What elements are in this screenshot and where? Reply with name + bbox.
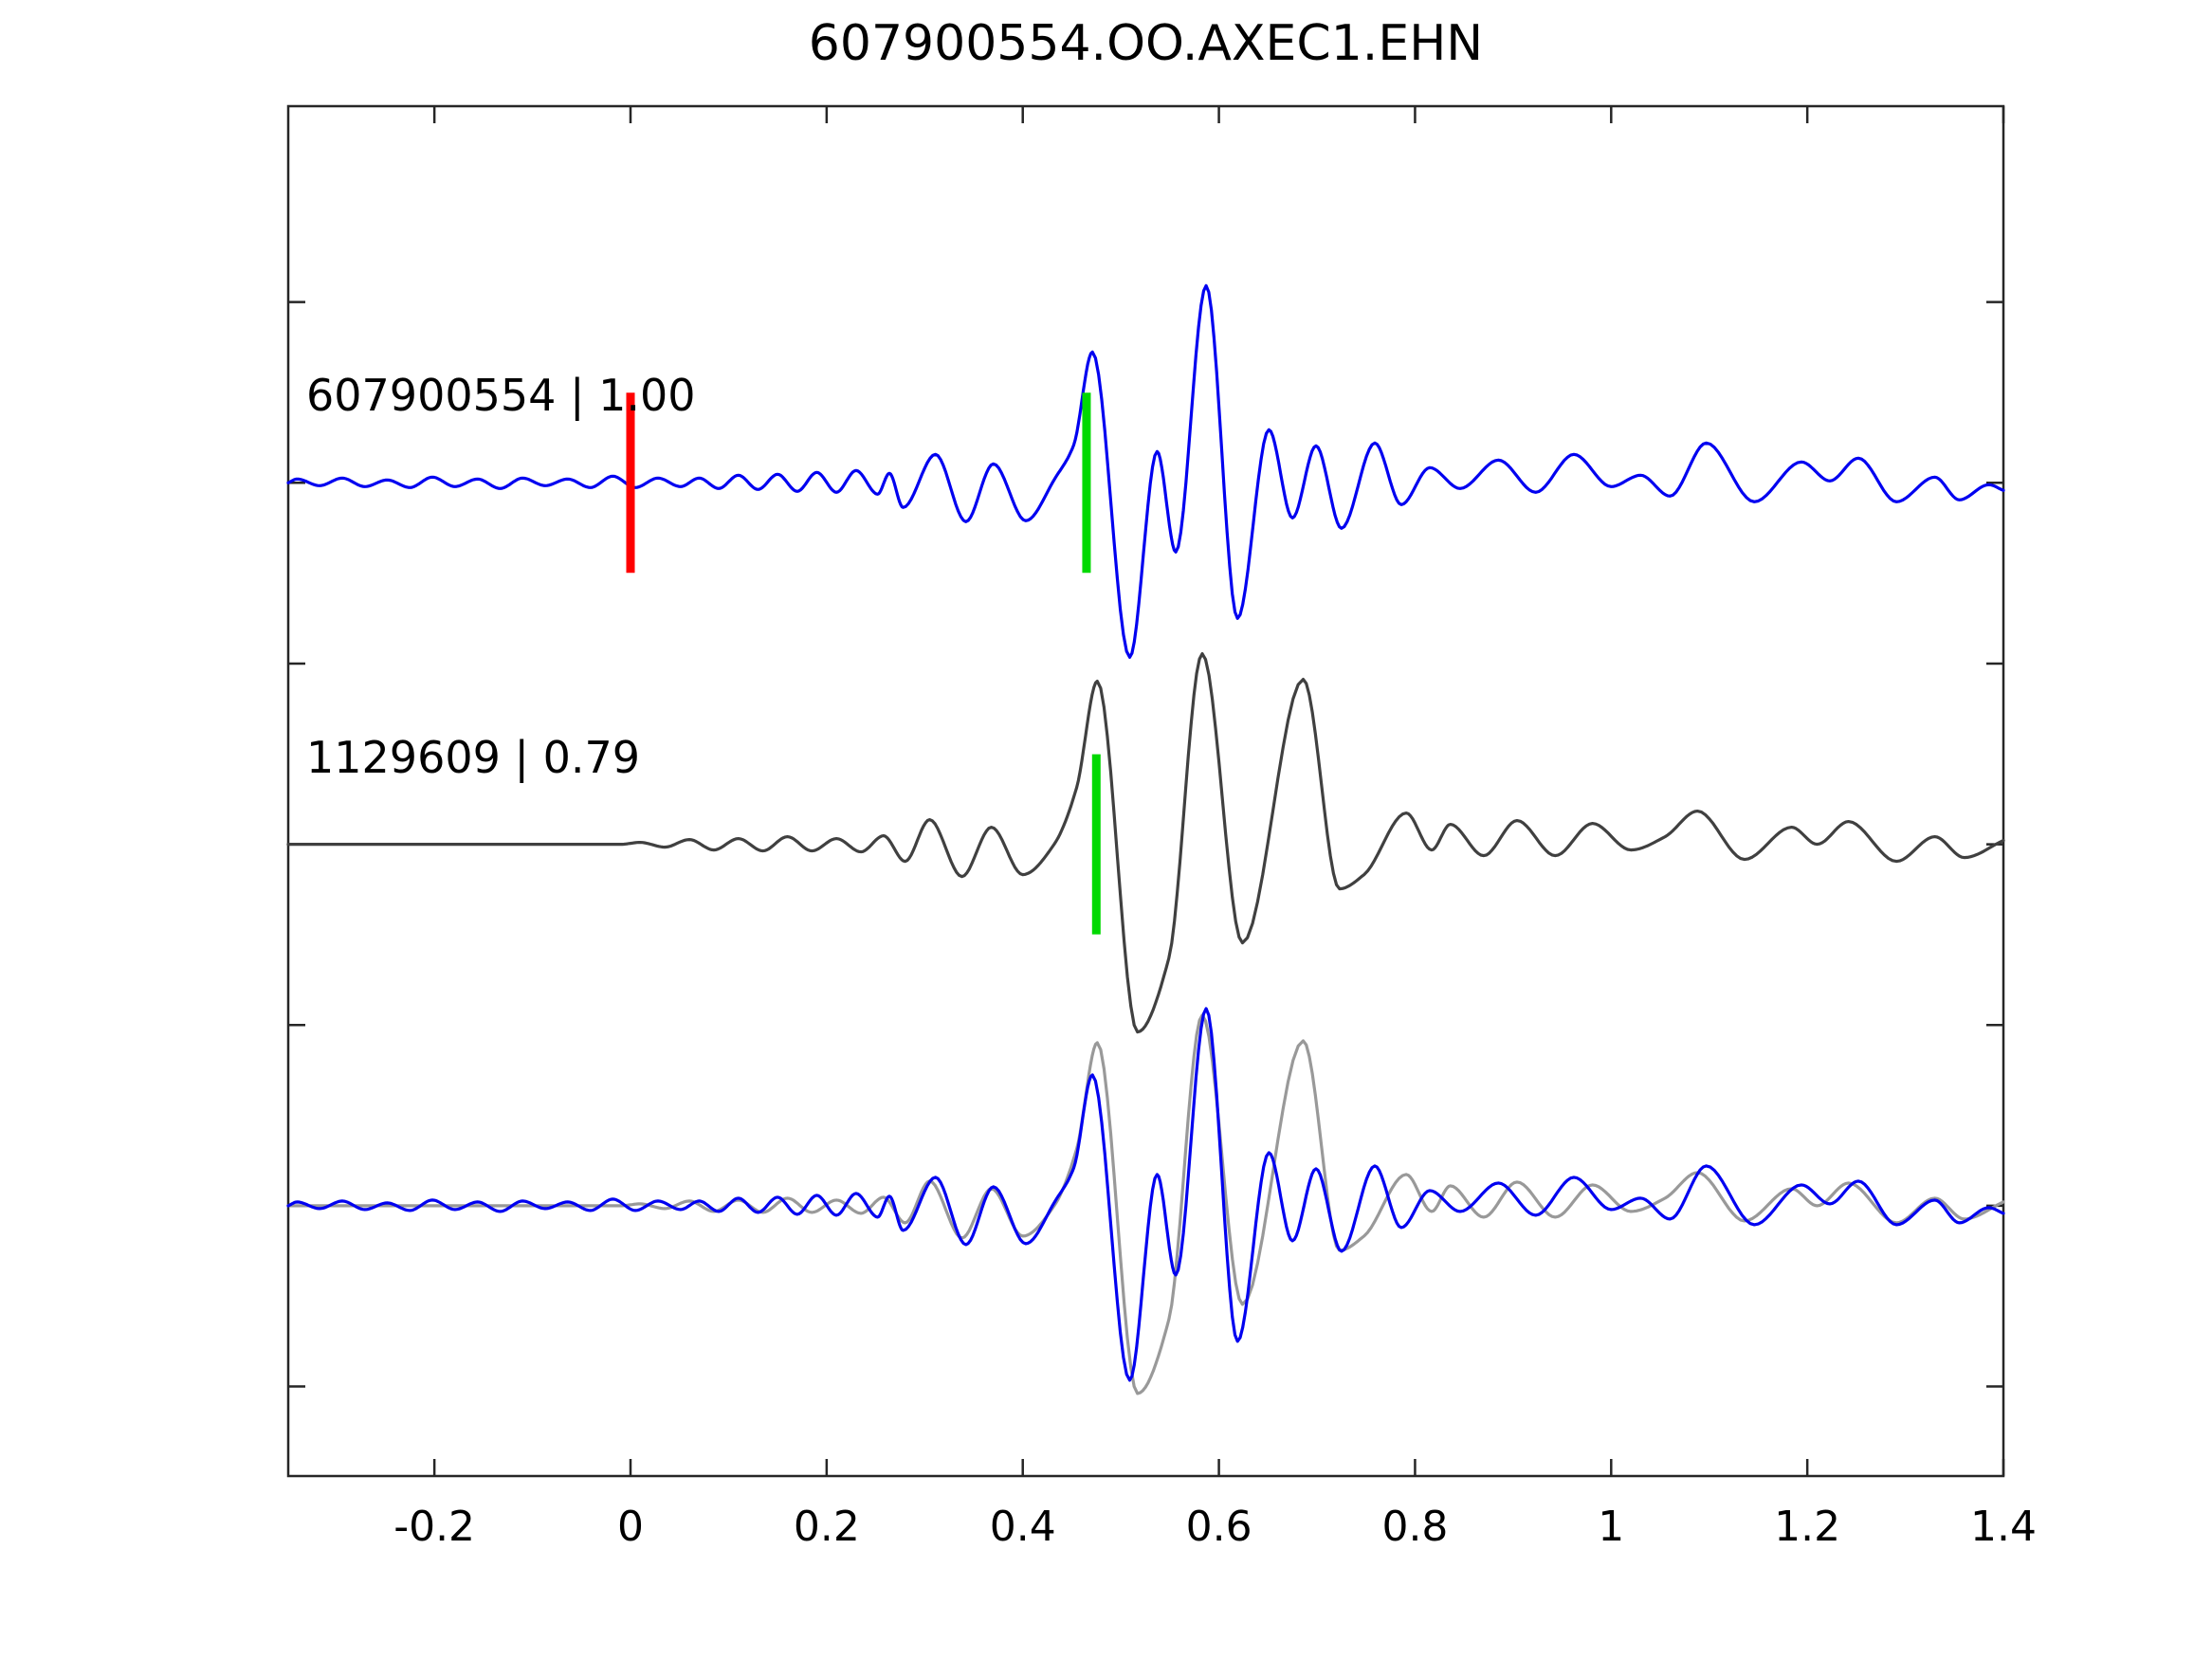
trace-label-detection: 607900554 | 1.00 [306,370,696,422]
trace-label-template: 1129609 | 0.79 [306,731,641,783]
x-tick-label-0.8: 0.8 [1381,1503,1449,1551]
x-tick-label-0.6: 0.6 [1185,1503,1252,1551]
x-tick-label-1.4: 1.4 [1970,1503,2038,1551]
trace-overlay-template-gray [286,1013,2005,1395]
x-tick-label-0.2: 0.2 [793,1503,860,1551]
x-tick-label-0: 0 [617,1503,644,1551]
axes-frame [286,104,2005,1478]
trace-detection-607900554 [286,283,2005,659]
x-tick-label-0.4: 0.4 [989,1503,1056,1551]
x-tick-label-1.2: 1.2 [1774,1503,1841,1551]
figure-title: 607900554.OO.AXEC1.EHN [808,15,1484,72]
x-tick-label--0.2: -0.2 [393,1503,476,1551]
trace-template-1129609 [286,652,2005,1034]
x-tick-label-1: 1 [1598,1503,1625,1551]
trace-overlay-detection-blue [286,1007,2005,1382]
